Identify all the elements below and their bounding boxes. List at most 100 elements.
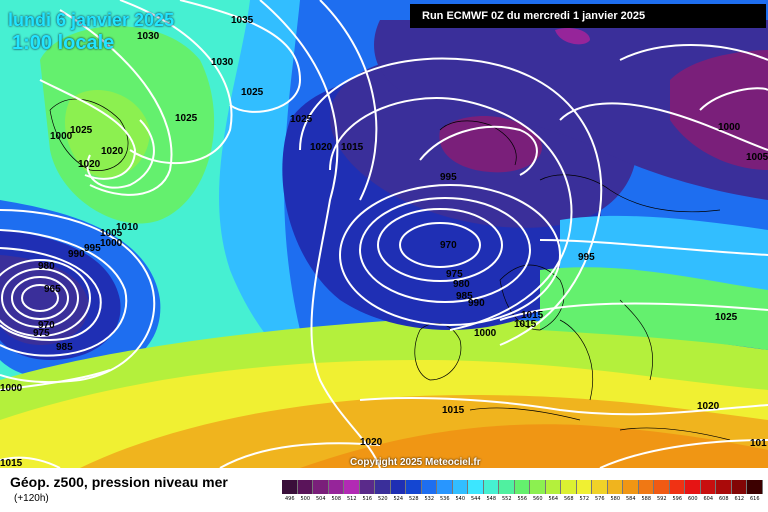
isobar-label: 965 [44, 284, 61, 295]
scale-swatch [623, 480, 639, 494]
isobar-label: 1025 [290, 114, 313, 125]
scale-cell: 552 [499, 480, 515, 508]
isobar-label: 1005 [100, 228, 123, 239]
scale-swatch [747, 480, 763, 494]
isobar-label: 1005 [746, 152, 768, 163]
isobar-label: 1025 [70, 125, 93, 136]
scale-label: 548 [486, 496, 497, 502]
scale-label: 544 [470, 496, 481, 502]
scale-label: 560 [532, 496, 543, 502]
scale-label: 568 [563, 496, 574, 502]
scale-swatch [499, 480, 515, 494]
scale-cell: 588 [638, 480, 654, 508]
scale-swatch [359, 480, 375, 494]
scale-label: 528 [408, 496, 419, 502]
isobar-label: 975 [446, 269, 463, 280]
isobar-label: 970 [38, 320, 55, 331]
forecast-date: lundi 6 janvier 2025 [8, 10, 175, 30]
color-scale: 496 500 504 508 512 516 520 524 528 532 536 540 544 5… [282, 480, 763, 508]
scale-swatch [297, 480, 313, 494]
scale-cell: 540 [452, 480, 468, 508]
scale-cell: 560 [530, 480, 546, 508]
scale-cell: 568 [561, 480, 577, 508]
scale-cell: 536 [437, 480, 453, 508]
scale-label: 496 [284, 496, 295, 502]
scale-label: 576 [594, 496, 605, 502]
scale-cell: 572 [576, 480, 592, 508]
scale-label: 608 [718, 496, 729, 502]
field-small-magenta [555, 28, 590, 45]
scale-cell: 512 [344, 480, 360, 508]
scale-label: 564 [548, 496, 559, 502]
scale-label: 556 [517, 496, 528, 502]
scale-cell: 564 [545, 480, 561, 508]
isobar-label: 1020 [310, 142, 333, 153]
isobar-label: 1030 [211, 57, 234, 68]
scale-cell: 596 [669, 480, 685, 508]
isobar-label: 980 [453, 279, 470, 290]
scale-swatch [716, 480, 732, 494]
scale-cell: 584 [623, 480, 639, 508]
isobar-label: 1015 [514, 319, 537, 330]
scale-cell: 612 [731, 480, 747, 508]
scale-cell: 496 [282, 480, 298, 508]
scale-cell: 516 [359, 480, 375, 508]
scale-swatch [468, 480, 484, 494]
scale-cell: 592 [654, 480, 670, 508]
scale-swatch [669, 480, 685, 494]
scale-label: 516 [362, 496, 373, 502]
isobar-label: 1020 [78, 159, 101, 170]
scale-label: 524 [393, 496, 404, 502]
scale-swatch [731, 480, 747, 494]
isobar-label: 1000 [100, 238, 123, 249]
isobar-label: 1030 [137, 31, 160, 42]
isobar-label: 995 [440, 172, 457, 183]
scale-cell: 616 [747, 480, 763, 508]
scale-swatch [313, 480, 329, 494]
scale-swatch [700, 480, 716, 494]
scale-cell: 604 [700, 480, 716, 508]
scale-swatch [638, 480, 654, 494]
scale-label: 584 [625, 496, 636, 502]
isobar-label: 1000 [50, 131, 73, 142]
scale-label: 504 [315, 496, 326, 502]
isobar-label: 995 [84, 243, 101, 254]
scale-cell: 556 [514, 480, 530, 508]
scale-cell: 544 [468, 480, 484, 508]
isobar-label: 1025 [175, 113, 198, 124]
scale-label: 592 [656, 496, 667, 502]
scale-label: 532 [424, 496, 435, 502]
isobar-label: 990 [68, 249, 85, 260]
isobar-label: 1020 [101, 146, 124, 157]
scale-label: 512 [346, 496, 357, 502]
scale-swatch [514, 480, 530, 494]
scale-cell: 524 [390, 480, 406, 508]
scale-label: 580 [610, 496, 621, 502]
scale-label: 540 [455, 496, 466, 502]
isobar-label: 990 [468, 298, 485, 309]
parameter-title: Géop. z500, pression niveau mer [10, 474, 228, 490]
isobar-label: 985 [56, 342, 73, 353]
isobar-label: 1020 [697, 401, 720, 412]
scale-swatch [607, 480, 623, 494]
scale-cell: 580 [607, 480, 623, 508]
scale-swatch [576, 480, 592, 494]
isobar-label: 101 [750, 438, 767, 449]
isobar-label: 1015 [0, 458, 23, 468]
isobar-label: 1015 [341, 142, 364, 153]
isobar-labels: 1035 1030 1030 1025 1025 1020 1020 1025 … [0, 15, 768, 468]
legend-footer: Géop. z500, pression niveau mer (+120h) … [0, 468, 768, 512]
scale-swatch [421, 480, 437, 494]
isobar-label: 1025 [715, 312, 738, 323]
scale-cell: 576 [592, 480, 608, 508]
isobar-label: 1010 [116, 222, 139, 233]
isobar-label: 970 [440, 240, 457, 251]
scale-label: 600 [687, 496, 698, 502]
field-light-green [65, 90, 150, 178]
scale-cell: 600 [685, 480, 701, 508]
scale-cell: 532 [421, 480, 437, 508]
scale-label: 612 [734, 496, 745, 502]
scale-cell: 504 [313, 480, 329, 508]
isobar-label: 1035 [231, 15, 254, 26]
coastlines [49, 98, 731, 441]
